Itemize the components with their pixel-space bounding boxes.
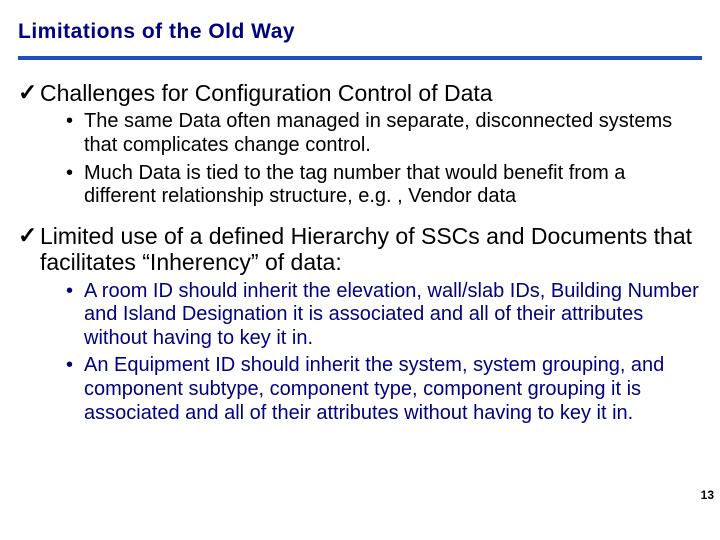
check-icon: ✓ [18,223,40,248]
bullet-lvl2: • A room ID should inherit the elevation… [66,280,702,351]
bullet-lvl1: ✓ Challenges for Configuration Control o… [18,80,702,106]
bullet-lvl2: • Much Data is tied to the tag number th… [66,162,702,209]
bullet-icon: • [66,110,84,134]
lvl1-text: Challenges for Configuration Control of … [40,80,493,106]
page-number: 13 [701,488,714,502]
bullet-lvl2: • An Equipment ID should inherit the sys… [66,354,702,425]
bullet-lvl2: • The same Data often managed in separat… [66,110,702,157]
lvl1-text: Limited use of a defined Hierarchy of SS… [40,223,702,276]
bullet-icon: • [66,280,84,304]
check-icon: ✓ [18,80,40,105]
lvl2-text: Much Data is tied to the tag number that… [84,162,702,209]
slide-title: Limitations of the Old Way [18,20,295,44]
lvl2-text: A room ID should inherit the elevation, … [84,280,702,351]
bullet-lvl1: ✓ Limited use of a defined Hierarchy of … [18,223,702,276]
bullet-icon: • [66,162,84,186]
lvl2-text: An Equipment ID should inherit the syste… [84,354,702,425]
slide: Limitations of the Old Way ✓ Challenges … [0,0,720,540]
bullet-icon: • [66,354,84,378]
content-area: ✓ Challenges for Configuration Control o… [18,72,702,425]
horizontal-rule [18,56,702,60]
lvl2-text: The same Data often managed in separate,… [84,110,702,157]
